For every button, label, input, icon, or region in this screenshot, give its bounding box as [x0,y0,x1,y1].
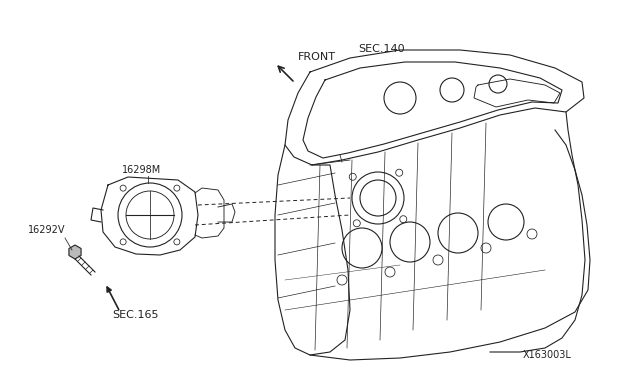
Polygon shape [69,245,81,259]
Text: X163003L: X163003L [523,350,572,360]
Text: 16292V: 16292V [28,225,65,235]
Text: 16298M: 16298M [122,165,161,175]
Text: SEC.165: SEC.165 [112,310,159,320]
Text: SEC.140: SEC.140 [358,44,404,54]
Text: FRONT: FRONT [298,52,336,62]
